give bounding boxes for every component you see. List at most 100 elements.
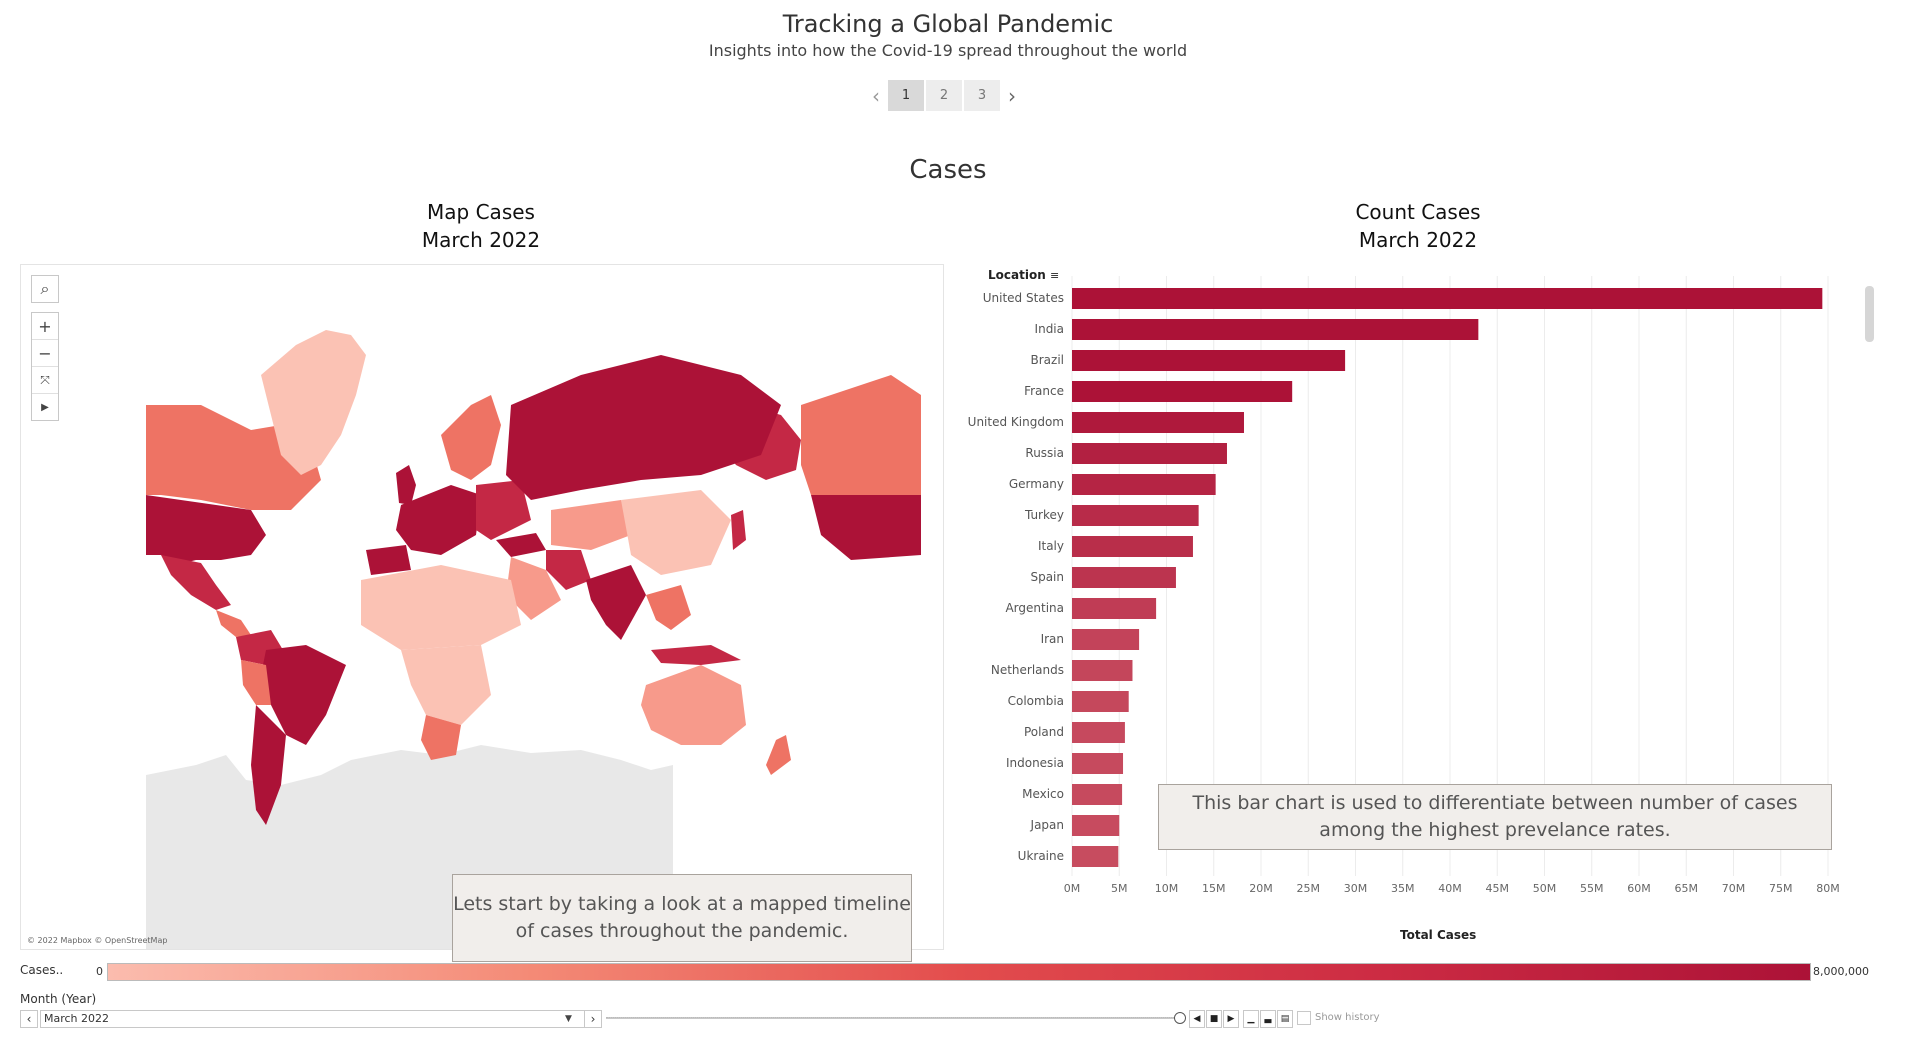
sort-icon[interactable]: ≡ (1049, 269, 1060, 282)
region-india (586, 565, 646, 640)
bar-caption-text: This bar chart is used to differentiate … (1192, 792, 1798, 841)
x-tick-label: 10M (1155, 882, 1179, 895)
region-europe-east (476, 480, 531, 540)
bar-spain[interactable] (1072, 567, 1176, 588)
reset-map-icon[interactable]: ⤧ (32, 367, 58, 394)
zoom-out-icon[interactable]: − (32, 340, 58, 367)
bar-italy[interactable] (1072, 536, 1193, 557)
country-label: United Kingdom (967, 415, 1064, 429)
map-title-line2: March 2022 (421, 228, 541, 252)
x-tick-label: 15M (1202, 882, 1226, 895)
region-south-africa (421, 715, 461, 760)
x-tick-label: 70M (1722, 882, 1746, 895)
bar-colombia[interactable] (1072, 691, 1129, 712)
region-iran (546, 550, 591, 590)
map-caption: Lets start by taking a look at a mapped … (452, 874, 912, 962)
pager-page-2[interactable]: 2 (926, 80, 962, 111)
zoom-in-icon[interactable]: + (32, 313, 58, 340)
country-labels: United States India Brazil France United Kin… (960, 262, 1876, 922)
country-label: Netherlands (990, 663, 1064, 677)
pager-next-icon[interactable]: › (1008, 83, 1016, 108)
map-zoom-controls: + − ⤧ ▶ (31, 312, 59, 421)
show-history-label: Show history (1315, 1012, 1380, 1023)
bar-mexico[interactable] (1072, 784, 1123, 805)
country-label: Germany (1008, 477, 1064, 491)
pager-page-1[interactable]: 1 (888, 80, 924, 111)
bar-brazil[interactable] (1072, 350, 1346, 371)
region-peru (241, 660, 271, 705)
bar-netherlands[interactable] (1072, 660, 1133, 681)
bar-france[interactable] (1072, 381, 1293, 402)
country-label: Argentina (1005, 601, 1064, 615)
region-greenland (261, 330, 366, 475)
world-map (146, 330, 921, 949)
speed-medium-icon[interactable]: ▃ (1260, 1010, 1276, 1028)
bar-chart: 0M 5M 10M 15M 20M 25M 30M 35M 40M 45M 50M 55M 60M 65M… (1064, 276, 1840, 895)
bar-united-states[interactable] (1072, 288, 1823, 309)
region-central-am (216, 610, 251, 637)
month-next-button[interactable]: › (584, 1010, 602, 1028)
bar-japan[interactable] (1072, 815, 1120, 836)
speed-slow-icon[interactable]: ▁ (1243, 1010, 1259, 1028)
month-slider-handle[interactable] (1174, 1012, 1186, 1024)
expand-toolbar-icon[interactable]: ▶ (41, 401, 49, 413)
region-new-zealand (766, 735, 791, 775)
country-label: Poland (1023, 725, 1064, 739)
chart-scrollbar[interactable] (1865, 286, 1874, 342)
step-forward-icon[interactable]: ▶ (1223, 1010, 1239, 1028)
map-search-icon[interactable]: ⌕ (31, 275, 59, 303)
x-tick-label: 45M (1486, 882, 1510, 895)
country-label: Japan (1030, 818, 1064, 832)
region-indonesia (651, 645, 741, 665)
map-title: Map Cases March 2022 (20, 198, 942, 254)
stop-icon[interactable]: ■ (1206, 1010, 1222, 1028)
region-australia (641, 665, 746, 745)
bar-germany[interactable] (1072, 474, 1216, 495)
x-axis-title: Total Cases (1400, 928, 1477, 942)
step-back-icon[interactable]: ◀ (1189, 1010, 1205, 1028)
x-tick-label: 65M (1675, 882, 1699, 895)
x-tick-label: 55M (1580, 882, 1604, 895)
show-history-checkbox[interactable] (1297, 1011, 1311, 1025)
pager-page-3[interactable]: 3 (964, 80, 1000, 111)
region-middle-east (506, 557, 561, 620)
bar-turkey[interactable] (1072, 505, 1199, 526)
month-slider-track[interactable] (606, 1017, 1182, 1019)
bar-title-line2: March 2022 (1358, 228, 1478, 252)
country-label: Italy (1037, 539, 1064, 553)
month-filter-label: Month (Year) (20, 992, 97, 1006)
location-header-label: Location (988, 268, 1046, 282)
region-japan (731, 510, 746, 550)
country-label: United States (982, 291, 1064, 305)
x-tick-label: 50M (1533, 882, 1557, 895)
story-pager: ‹ 1 2 3 › (866, 80, 1022, 111)
month-prev-button[interactable]: ‹ (20, 1010, 38, 1028)
bar-iran[interactable] (1072, 629, 1140, 650)
bar-indonesia[interactable] (1072, 753, 1124, 774)
x-tick-label: 40M (1438, 882, 1462, 895)
bar-argentina[interactable] (1072, 598, 1157, 619)
legend-max-label: 8,000,000 (1813, 965, 1869, 978)
bar-united-kingdom[interactable] (1072, 412, 1244, 433)
dashboard-title: Tracking a Global Pandemic (782, 10, 1114, 38)
section-title: Cases (909, 155, 987, 185)
bar-ukraine[interactable] (1072, 846, 1119, 867)
region-spain (366, 545, 411, 575)
bar-india[interactable] (1072, 319, 1479, 340)
map-title-line1: Map Cases (427, 200, 535, 224)
x-tick-label: 60M (1627, 882, 1651, 895)
region-china (621, 490, 731, 575)
country-label: Turkey (1024, 508, 1064, 522)
bar-poland[interactable] (1072, 722, 1125, 743)
map-panel[interactable]: ⌕ + − ⤧ ▶ © 2022 Mapbox © OpenStreetMap (20, 264, 944, 950)
month-select-arrow-icon[interactable]: ▼ (565, 1014, 572, 1024)
dashboard-subtitle: Insights into how the Covid-19 spread th… (708, 41, 1188, 60)
speed-fast-icon[interactable]: ▤ (1277, 1010, 1293, 1028)
pager-prev-icon[interactable]: ‹ (872, 83, 880, 108)
region-africa-north (361, 565, 521, 650)
month-select[interactable]: March 2022 (40, 1010, 585, 1028)
location-header[interactable]: Location ≡ (988, 268, 1059, 282)
bar-russia[interactable] (1072, 443, 1227, 464)
x-tick-label: 20M (1249, 882, 1273, 895)
region-russia (506, 355, 781, 500)
